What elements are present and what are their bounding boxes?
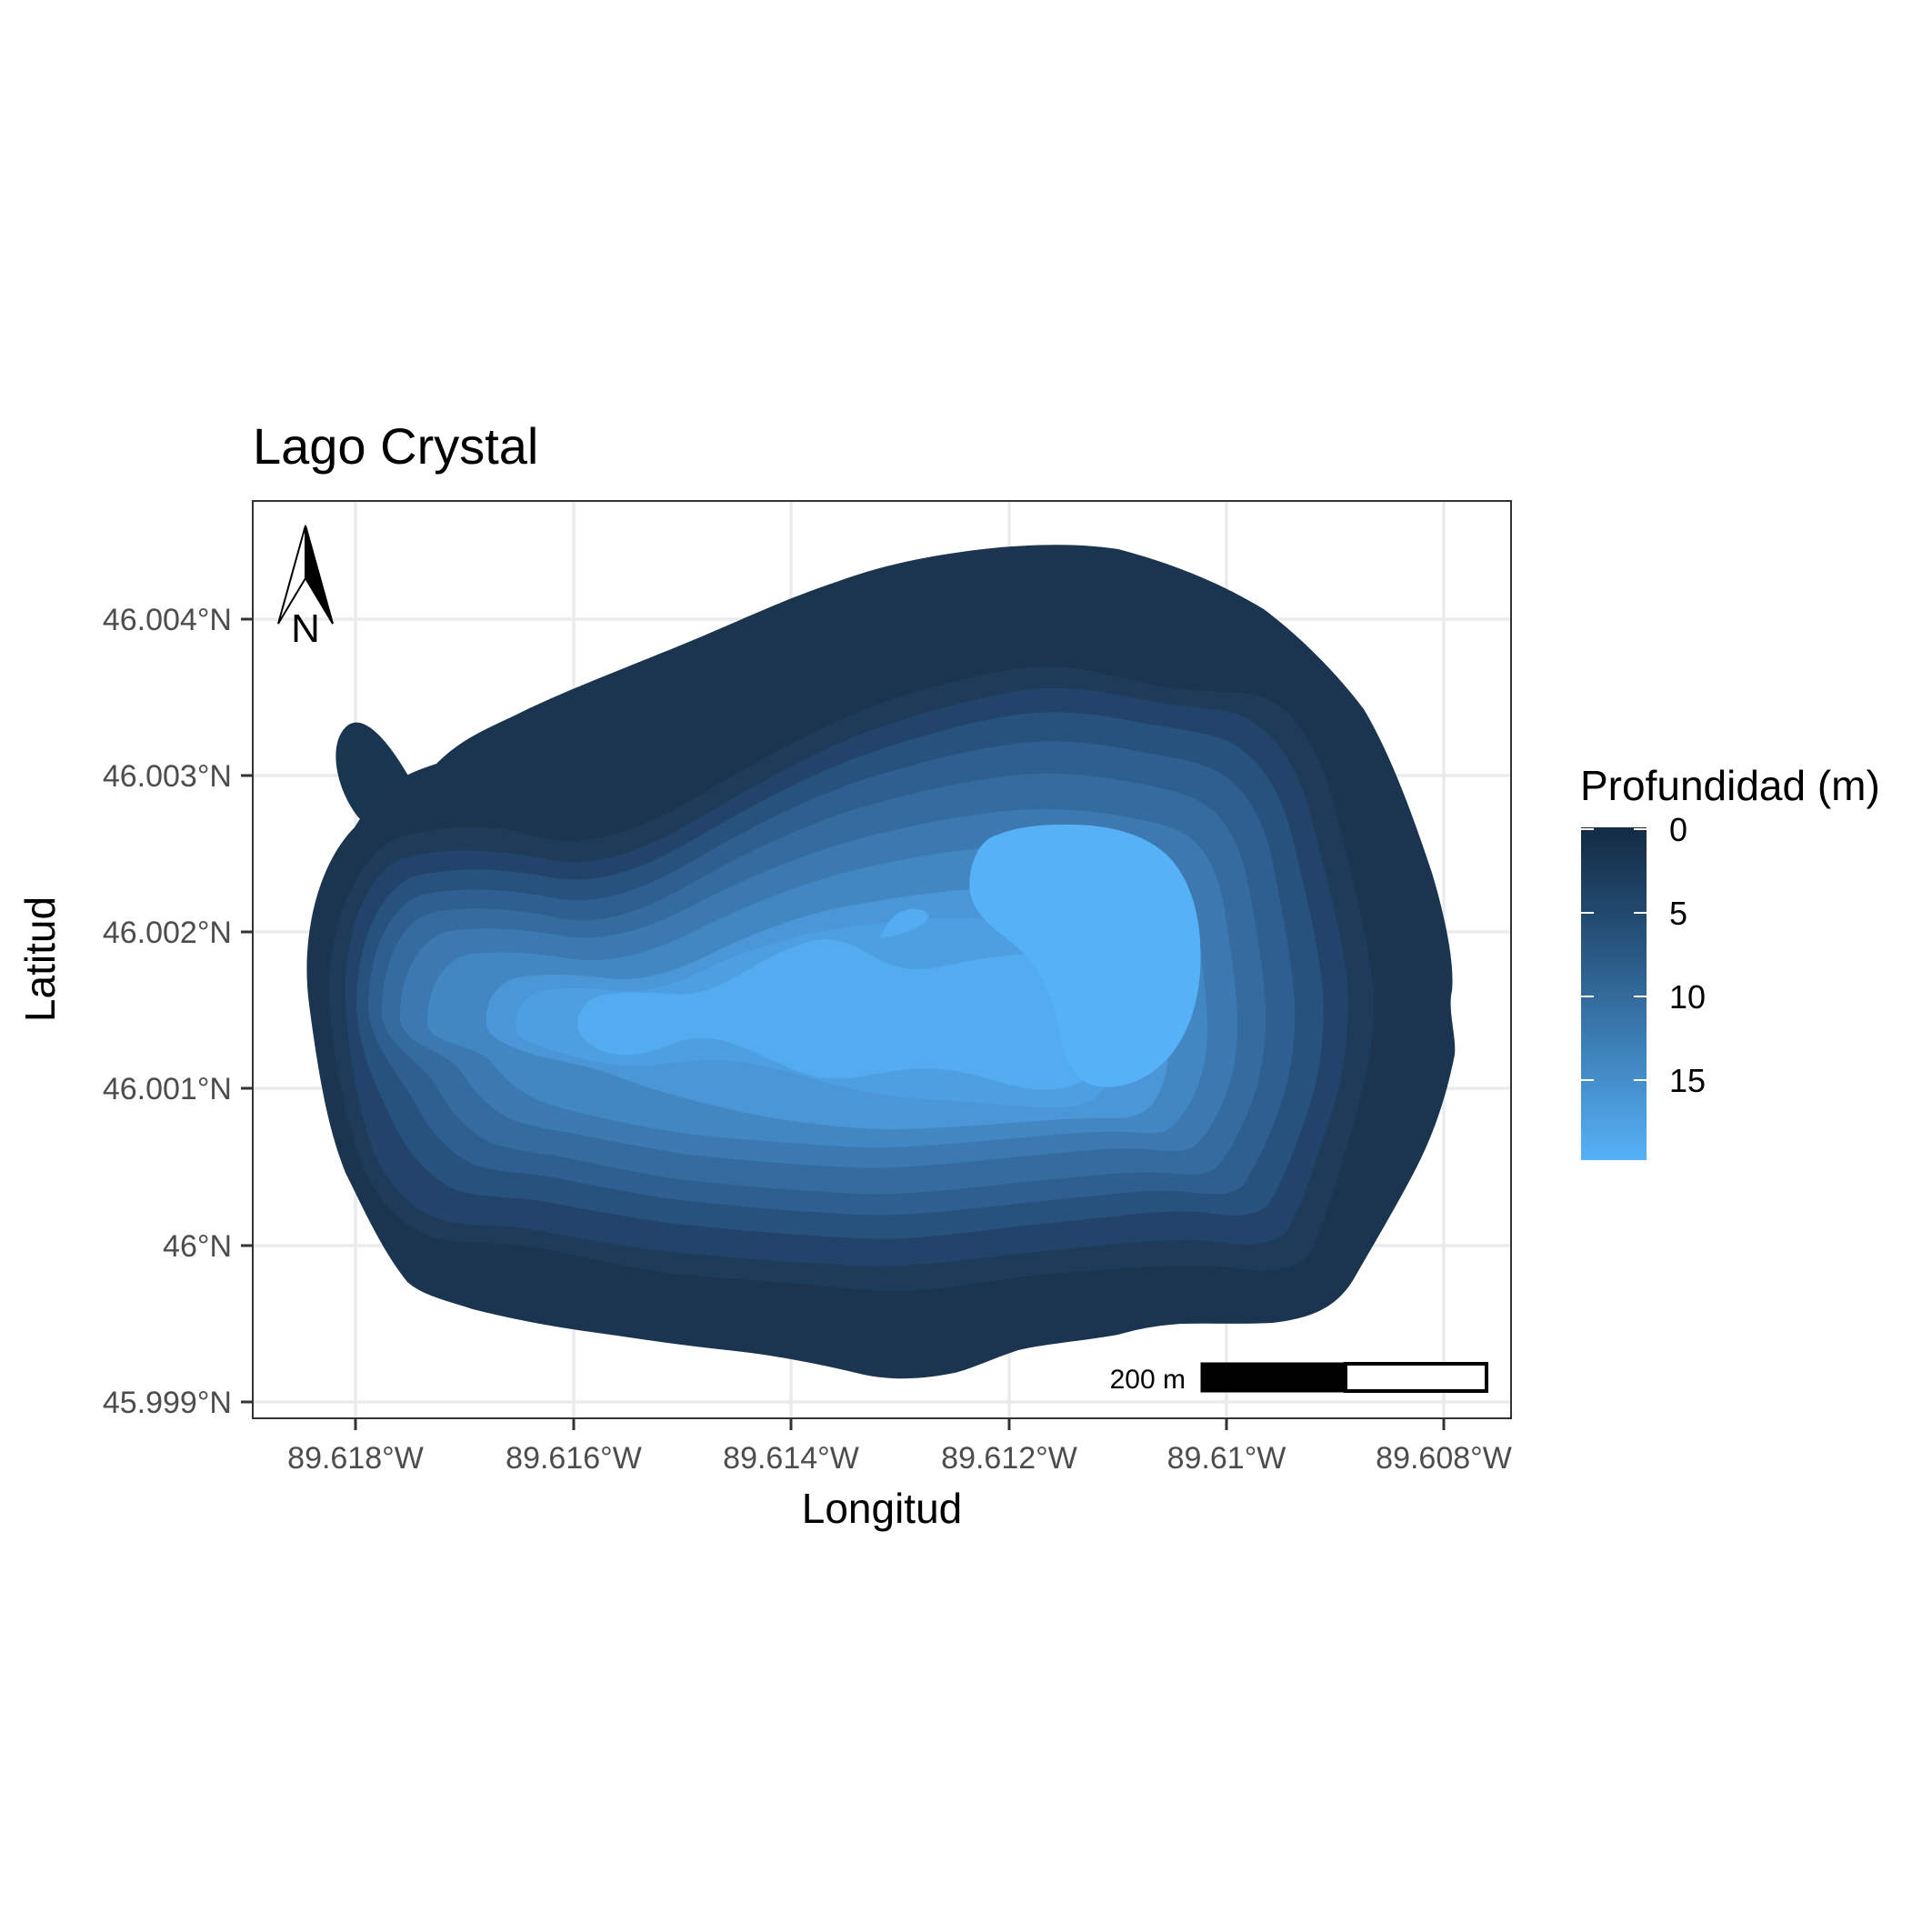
y-tick-label: 46°N — [163, 1229, 232, 1264]
y-tick-label: 46.004°N — [103, 603, 232, 637]
panel-border — [252, 500, 1512, 1419]
x-tick-label: 89.618°W — [287, 1441, 424, 1476]
x-tick-label: 89.614°W — [723, 1441, 859, 1476]
depth-band-deep — [577, 939, 1111, 1090]
scale-bar-label: 200 m — [1110, 1365, 1186, 1395]
x-tick-label: 89.61°W — [1167, 1441, 1286, 1476]
y-tick-label: 46.003°N — [103, 759, 232, 794]
lake-bathymetry — [306, 545, 1456, 1379]
legend-colorbar — [1581, 827, 1647, 1160]
legend-title: Profundidad (m) — [1580, 762, 1880, 809]
y-axis-title: Latitud — [16, 896, 64, 1022]
x-tick-label: 89.608°W — [1376, 1441, 1512, 1476]
x-tick-label: 89.616°W — [506, 1441, 642, 1476]
y-axis: 46.004°N 46.003°N 46.002°N 46.001°N 46°N… — [103, 603, 253, 1420]
legend-label: 0 — [1669, 811, 1687, 848]
scale-bar-white-segment — [1344, 1362, 1488, 1393]
x-axis-title: Longitud — [802, 1485, 963, 1532]
scale-bar: 200 m — [1110, 1362, 1488, 1395]
legend-label: 10 — [1669, 978, 1706, 1016]
north-arrow-label: N — [291, 606, 320, 651]
x-tick-label: 89.612°W — [941, 1441, 1077, 1476]
legend-label: 15 — [1669, 1062, 1706, 1099]
north-arrow-right-half — [305, 525, 334, 625]
y-tick-label: 46.002°N — [103, 916, 232, 950]
north-arrow: N — [277, 525, 334, 651]
depth-band-deepest — [969, 824, 1201, 1087]
y-tick-label: 45.999°N — [103, 1386, 232, 1420]
x-axis: 89.618°W 89.616°W 89.614°W 89.612°W 89.6… — [287, 1418, 1512, 1476]
depth-band-deep-spot — [880, 908, 929, 938]
scale-bar-black-segment — [1200, 1362, 1347, 1393]
legend: Profundidad (m) 0 5 10 15 — [1580, 762, 1880, 1160]
plot-title: Lago Crystal — [253, 417, 538, 475]
legend-label: 5 — [1669, 895, 1687, 932]
y-tick-label: 46.001°N — [103, 1072, 232, 1106]
